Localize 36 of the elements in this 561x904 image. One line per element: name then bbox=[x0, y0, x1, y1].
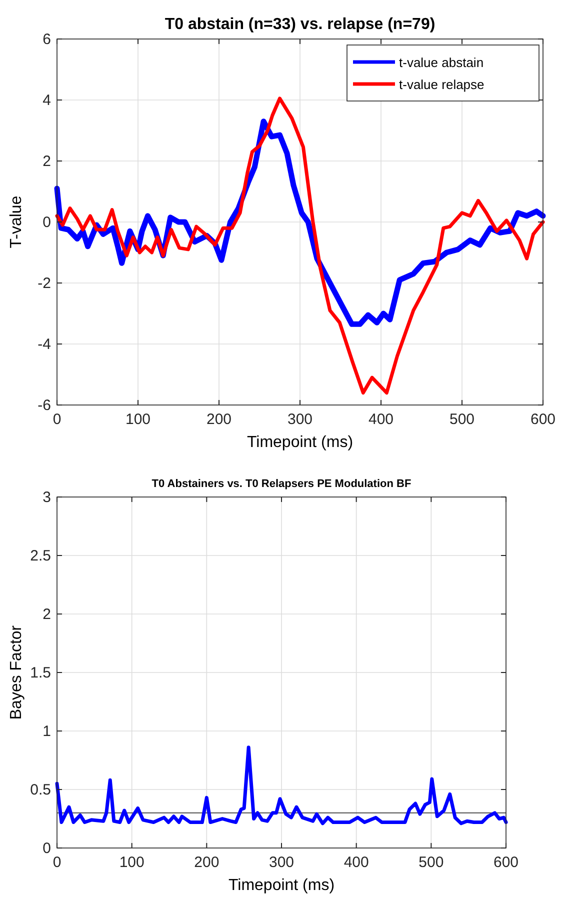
y-tick-label: 4 bbox=[42, 92, 51, 109]
x-tick-label: 600 bbox=[493, 854, 519, 871]
y-tick-label: 0.5 bbox=[30, 782, 51, 798]
x-tick-label: 500 bbox=[418, 854, 444, 871]
y-tick-label: 2.5 bbox=[30, 548, 51, 564]
legend-label: t-value relapse bbox=[399, 77, 484, 92]
chart-title: T0 abstain (n=33) vs. relapse (n=79) bbox=[164, 16, 436, 33]
legend-label: t-value abstain bbox=[399, 55, 484, 70]
y-axis-title: T-value bbox=[8, 196, 25, 248]
y-tick-label: 0 bbox=[42, 840, 51, 857]
y-tick-label: 0 bbox=[42, 214, 51, 231]
x-tick-label: 400 bbox=[344, 854, 369, 871]
y-tick-label: -4 bbox=[38, 336, 51, 353]
x-tick-label: 500 bbox=[449, 411, 475, 428]
x-axis-title: Timepoint (ms) bbox=[246, 434, 354, 451]
y-tick-label: 2 bbox=[42, 153, 51, 170]
y-tick-label: -2 bbox=[38, 275, 51, 292]
line-series bbox=[55, 746, 508, 826]
x-tick-label: 200 bbox=[194, 854, 220, 871]
y-tick-label: 6 bbox=[42, 31, 51, 48]
x-tick-label: 400 bbox=[368, 411, 394, 428]
y-tick-label: 2 bbox=[42, 606, 51, 623]
x-tick-label: 100 bbox=[119, 854, 144, 871]
x-tick-label: 100 bbox=[125, 411, 151, 428]
x-axis-title: Timepoint (ms) bbox=[228, 877, 335, 894]
x-tick-label: 200 bbox=[206, 411, 232, 428]
x-tick-label: 600 bbox=[530, 411, 556, 428]
y-tick-label: 1.5 bbox=[30, 664, 51, 682]
chart-title: T0 Abstainers vs. T0 Relapsers PE Modulation BF bbox=[152, 478, 412, 490]
y-axis-title: Bayes Factor bbox=[8, 624, 25, 720]
y-tick-label: -6 bbox=[38, 397, 51, 414]
y-tick-label: 1 bbox=[42, 723, 51, 740]
line-series bbox=[55, 96, 545, 395]
x-tick-label: 300 bbox=[268, 854, 294, 871]
x-tick-label: 300 bbox=[287, 411, 313, 428]
y-tick-label: 3 bbox=[42, 489, 51, 506]
